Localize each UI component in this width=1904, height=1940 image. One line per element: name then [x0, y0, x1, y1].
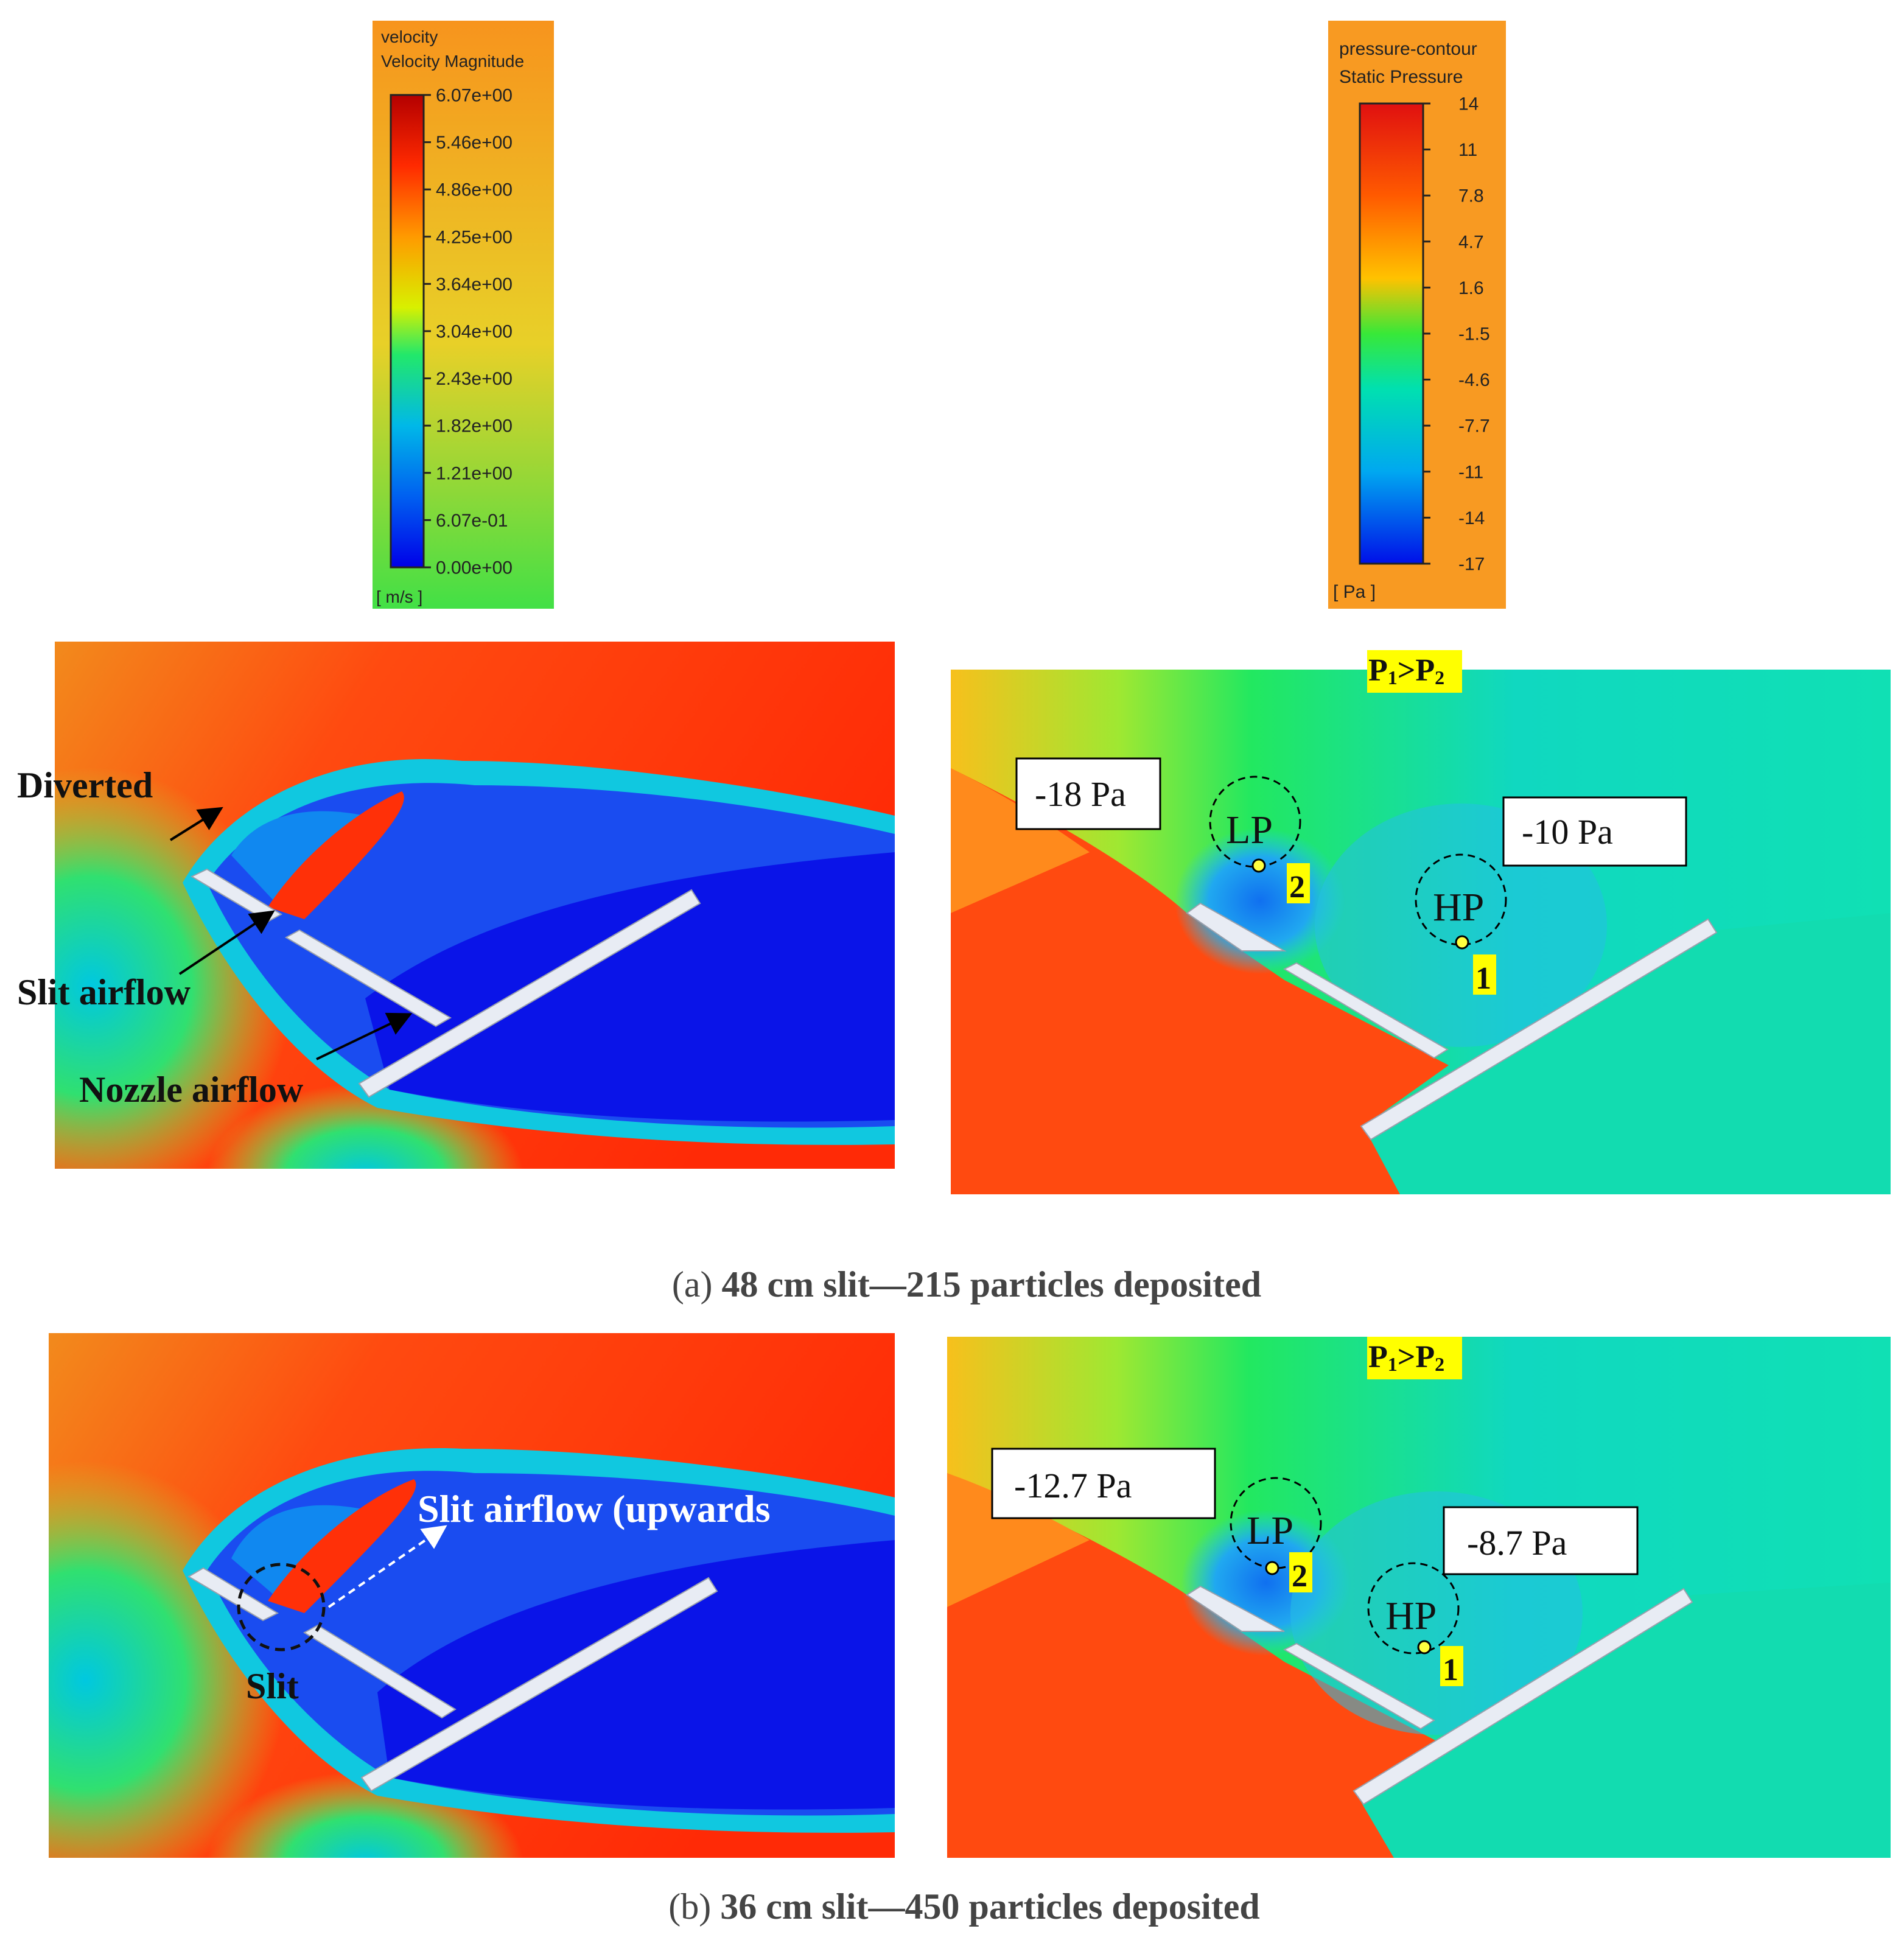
- pressure-legend-tick-label: -14: [1458, 508, 1485, 528]
- panel-b-pressure-contour: P1>P2 -12.7 Pa -8.7 Pa LP 2 HP 1: [947, 1337, 1891, 1858]
- velocity-legend-unit: [ m/s ]: [376, 587, 422, 606]
- velocity-legend: velocity Velocity Magnitude 6.07e+00 5.46…: [373, 21, 554, 609]
- pressure-legend-title: pressure-contour: [1339, 39, 1477, 59]
- pressure-legend-ticks: 14 11 7.8 4.7 1.6 -1.5 -4.6 -7.7 -11 -14 -17: [1423, 94, 1490, 575]
- panel-b-velocity-contour: Slit airflow (upwards Slit: [49, 1333, 895, 1858]
- pressure-legend-tick-label: -7.7: [1458, 416, 1490, 436]
- velocity-legend-tick-label: 4.86e+00: [436, 180, 513, 200]
- caption-a: (a) 48 cm slit—215 particles deposited: [672, 1264, 1261, 1304]
- panel-a-pressure-nozzle-plate: [1360, 918, 1718, 1141]
- caption-b: (b) 36 cm slit—450 particles deposited: [668, 1886, 1260, 1927]
- pressure-legend-subtitle: Static Pressure: [1339, 67, 1463, 87]
- velocity-color-bar: [390, 94, 425, 569]
- panel-b-pressure-lower-plate: [1283, 1642, 1435, 1730]
- panel-a-point-1-tag: [1473, 954, 1496, 995]
- label-slit-airflow-upwards: Slit airflow (upwards: [418, 1487, 771, 1530]
- pressure-legend: pressure-contour Static Pressure 14 11 7.8…: [1328, 21, 1506, 609]
- panel-b-point-1-label: 1: [1443, 1653, 1458, 1687]
- panel-a-velocity-contour: Diverted Slit airflow Nozzle airflow: [17, 642, 895, 1169]
- pressure-legend-tick-label: -4.6: [1458, 370, 1490, 390]
- panel-a-point-2-label: 2: [1289, 870, 1305, 905]
- pressure-legend-tick-label: 7.8: [1458, 186, 1484, 206]
- label-slit-airflow: Slit airflow: [17, 972, 191, 1012]
- panel-b-pressure-upper-plate: [1186, 1585, 1285, 1632]
- panel-a-point-2: [1251, 858, 1266, 873]
- panel-b-point-1: [1417, 1640, 1432, 1655]
- panel-a-pressure-contour: P1>P2 -18 Pa -10 Pa LP 2 HP 1: [951, 650, 1891, 1194]
- velocity-legend-tick-label: 3.04e+00: [436, 322, 513, 342]
- panel-b-lp-circle: [1230, 1477, 1322, 1569]
- panel-b-relation-highlight: [1367, 1337, 1462, 1379]
- panel-a-velocity-nozzle-plate: [358, 889, 701, 1098]
- panel-a-point-1: [1455, 935, 1469, 950]
- panel-b-point-1-tag: [1440, 1646, 1463, 1686]
- velocity-legend-tick-label: 2.43e+00: [436, 369, 513, 389]
- arrow-slit-airflow: [178, 910, 275, 975]
- panel-a-lp-circle: [1209, 776, 1301, 868]
- panel-a-hp-label: HP: [1433, 885, 1484, 930]
- velocity-legend-tick-label: 4.25e+00: [436, 227, 513, 247]
- panel-b-velocity-lower-plate: [303, 1624, 457, 1719]
- pressure-legend-tick-label: 1.6: [1458, 278, 1484, 298]
- pressure-legend-unit: [ Pa ]: [1333, 582, 1376, 602]
- velocity-legend-tick-label: 6.07e+00: [436, 86, 513, 106]
- arrow-diverted: [169, 807, 223, 841]
- panel-a-velocity-upper-plate: [190, 868, 283, 923]
- velocity-legend-tick-label: 1.21e+00: [436, 463, 513, 483]
- panel-b-hp-label: HP: [1385, 1594, 1437, 1638]
- label-diverted: Diverted: [17, 765, 153, 805]
- velocity-legend-subtitle: Velocity Magnitude: [381, 52, 524, 71]
- panel-b-hp-circle: [1367, 1562, 1460, 1655]
- slit-circle: [237, 1563, 326, 1651]
- pressure-legend-tick-label: 14: [1458, 94, 1479, 114]
- velocity-legend-tick-label: 6.07e-01: [436, 511, 508, 531]
- panel-b-pressure-nozzle-plate: [1353, 1588, 1693, 1805]
- pressure-color-bar: [1359, 102, 1424, 565]
- velocity-legend-ticks: 6.07e+00 5.46e+00 4.86e+00 4.25e+00 3.64e+00…: [424, 86, 513, 578]
- label-nozzle-airflow: Nozzle airflow: [79, 1070, 304, 1110]
- panel-a-point-1-label: 1: [1475, 961, 1491, 996]
- panel-a-box-right-text: -10 Pa: [1522, 812, 1613, 852]
- panel-b-relation: P1>P2: [1368, 1340, 1444, 1375]
- arrow-nozzle-airflow: [316, 1012, 413, 1060]
- velocity-legend-tick-label: 5.46e+00: [436, 133, 513, 153]
- panel-a-box-right: [1502, 796, 1687, 867]
- panel-a-pressure-lower-plate: [1283, 962, 1449, 1059]
- panel-a-box-left-text: -18 Pa: [1035, 774, 1126, 814]
- panel-a-lp-label: LP: [1226, 808, 1273, 852]
- panel-b-point-2-label: 2: [1292, 1559, 1307, 1594]
- panel-a-box-left: [1015, 757, 1161, 830]
- panel-b-point-2: [1265, 1561, 1279, 1575]
- panel-a-velocity-lower-plate: [284, 929, 452, 1028]
- panel-b-box-right-text: -8.7 Pa: [1467, 1523, 1567, 1563]
- pressure-legend-tick-label: -17: [1458, 555, 1485, 575]
- pressure-legend-tick-label: 4.7: [1458, 232, 1484, 252]
- arrow-slit-upwards: [327, 1525, 447, 1608]
- velocity-legend-tick-label: 0.00e+00: [436, 558, 513, 578]
- pressure-legend-tick-label: 11: [1458, 140, 1477, 160]
- panel-a-point-2-tag: [1287, 863, 1310, 903]
- panel-a-hp-circle: [1415, 853, 1507, 946]
- panel-a-relation-highlight: [1367, 650, 1462, 693]
- panel-b-point-2-tag: [1289, 1552, 1312, 1592]
- panel-b-box-right: [1443, 1506, 1639, 1575]
- panel-b-box-left-text: -12.7 Pa: [1014, 1466, 1132, 1505]
- panel-b-velocity-nozzle-plate: [360, 1577, 718, 1792]
- velocity-legend-title: velocity: [381, 27, 438, 46]
- pressure-legend-tick-label: -1.5: [1458, 324, 1490, 345]
- panel-b-lp-label: LP: [1247, 1508, 1293, 1553]
- panel-b-box-left: [991, 1448, 1216, 1519]
- velocity-legend-tick-label: 1.82e+00: [436, 416, 513, 436]
- pressure-legend-tick-label: -11: [1458, 462, 1483, 482]
- panel-a-pressure-upper-plate: [1186, 902, 1287, 951]
- panel-a-relation: P1>P2: [1368, 653, 1444, 688]
- label-slit: Slit: [246, 1666, 299, 1706]
- velocity-legend-tick-label: 3.64e+00: [436, 275, 513, 295]
